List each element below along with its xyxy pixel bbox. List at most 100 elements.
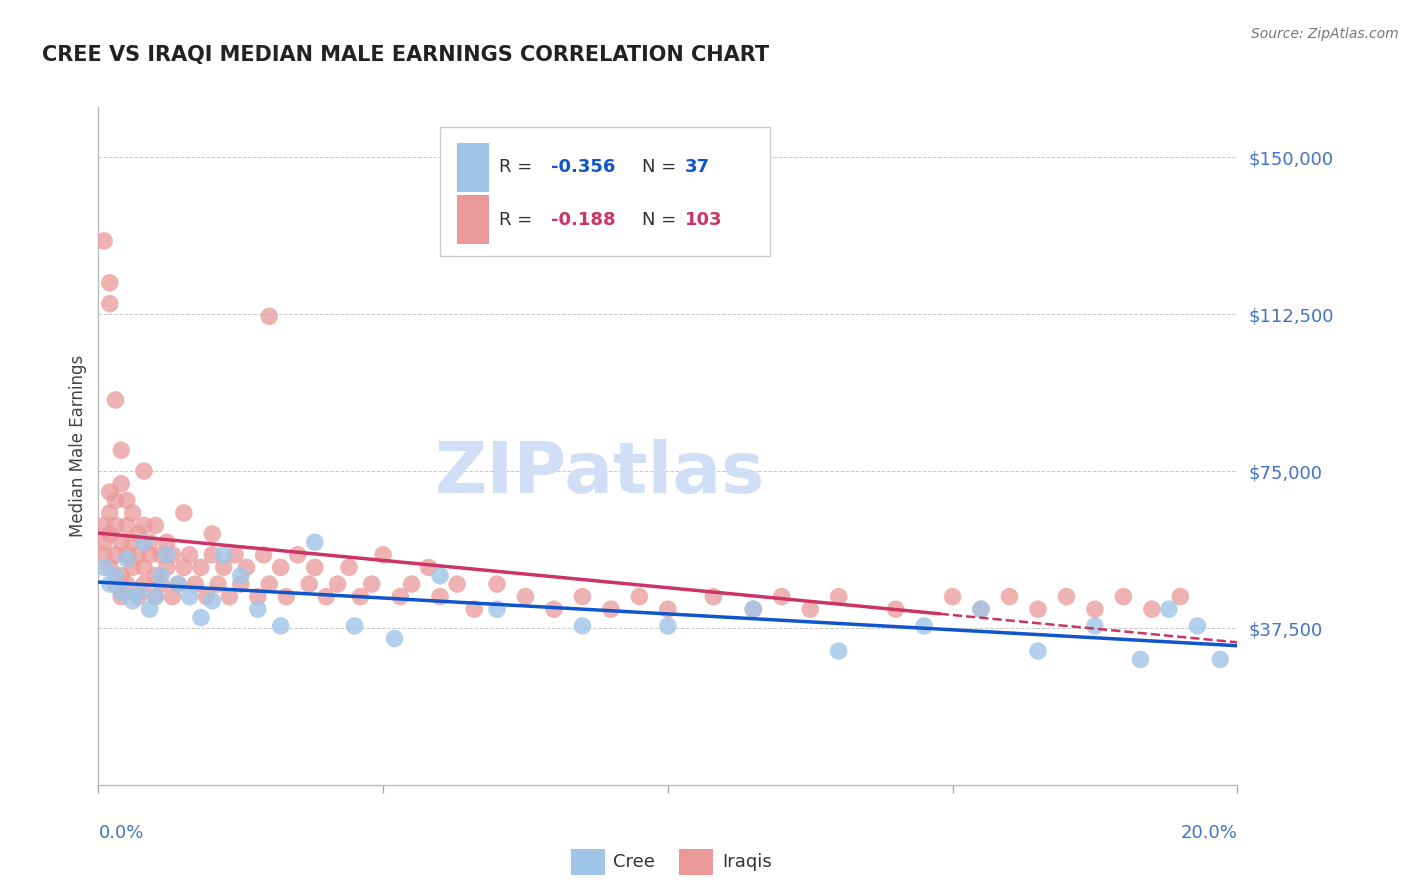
Point (138, 602, 160, 616)
Point (276, 590, 298, 604)
Point (93, 560, 115, 574)
Text: 0.0%: 0.0% (98, 824, 143, 842)
Point (145, 568, 167, 582)
Point (127, 548, 149, 562)
Point (628, 590, 651, 604)
Point (304, 560, 326, 574)
Point (104, 548, 127, 562)
Point (218, 590, 240, 604)
FancyBboxPatch shape (457, 143, 489, 192)
Point (207, 577, 229, 591)
FancyBboxPatch shape (571, 849, 605, 875)
Point (742, 602, 765, 616)
Point (98, 577, 121, 591)
Point (93, 548, 115, 562)
Point (93, 234, 115, 248)
Y-axis label: Median Male Earnings: Median Male Earnings (69, 355, 87, 537)
Point (298, 577, 321, 591)
Point (657, 602, 679, 616)
Point (702, 590, 724, 604)
Point (418, 560, 440, 574)
Point (270, 560, 292, 574)
Point (150, 577, 173, 591)
Point (179, 548, 201, 562)
Point (998, 590, 1021, 604)
Point (132, 560, 155, 574)
Point (828, 590, 851, 604)
Point (98, 527, 121, 541)
Point (145, 518, 167, 533)
Text: Iraqis: Iraqis (723, 854, 772, 871)
Point (224, 548, 246, 562)
Point (212, 548, 235, 562)
FancyBboxPatch shape (457, 195, 489, 244)
Point (121, 560, 143, 574)
Point (110, 535, 132, 549)
Point (1084, 602, 1107, 616)
Point (252, 548, 274, 562)
Point (1157, 602, 1180, 616)
Point (93, 518, 115, 533)
Text: 20.0%: 20.0% (1181, 824, 1237, 842)
FancyBboxPatch shape (679, 849, 713, 875)
Point (742, 602, 765, 616)
Point (657, 619, 679, 633)
Point (337, 560, 360, 574)
Point (115, 552, 138, 566)
Point (132, 535, 155, 549)
Point (326, 577, 349, 591)
Text: ZIPatlas: ZIPatlas (434, 439, 765, 508)
Point (429, 568, 451, 582)
Point (162, 590, 184, 604)
Point (315, 590, 337, 604)
Text: Cree: Cree (613, 854, 655, 871)
Point (1129, 652, 1152, 666)
Point (1140, 602, 1163, 616)
Point (98, 506, 121, 520)
Point (121, 594, 143, 608)
Point (1084, 619, 1107, 633)
Point (110, 585, 132, 599)
Text: -0.356: -0.356 (551, 159, 614, 177)
Point (1112, 590, 1135, 604)
Point (246, 590, 269, 604)
Point (156, 548, 179, 562)
Point (401, 577, 423, 591)
Point (343, 619, 366, 633)
Point (360, 577, 382, 591)
Text: -0.188: -0.188 (551, 211, 616, 228)
Point (104, 493, 127, 508)
Point (156, 535, 179, 549)
Point (212, 560, 235, 574)
Point (486, 602, 509, 616)
Point (104, 568, 127, 582)
Point (1026, 644, 1049, 658)
Point (463, 602, 485, 616)
Text: N =: N = (641, 159, 682, 177)
Text: CREE VS IRAQI MEDIAN MALE EARNINGS CORRELATION CHART: CREE VS IRAQI MEDIAN MALE EARNINGS CORRE… (42, 45, 769, 64)
Point (349, 590, 371, 604)
Point (799, 602, 821, 616)
Point (115, 493, 138, 508)
Point (201, 548, 224, 562)
Point (156, 560, 179, 574)
Point (110, 568, 132, 582)
Point (121, 506, 143, 520)
Text: R =: R = (499, 211, 538, 228)
Point (110, 476, 132, 491)
Point (1056, 590, 1078, 604)
Point (384, 632, 406, 646)
Point (571, 590, 593, 604)
Point (446, 577, 468, 591)
FancyBboxPatch shape (440, 128, 770, 256)
Point (150, 568, 173, 582)
Point (270, 619, 292, 633)
Point (98, 296, 121, 310)
Text: R =: R = (499, 159, 538, 177)
Point (98, 276, 121, 290)
Point (201, 527, 224, 541)
Point (93, 535, 115, 549)
Point (246, 602, 269, 616)
Point (486, 577, 509, 591)
Point (884, 602, 907, 616)
